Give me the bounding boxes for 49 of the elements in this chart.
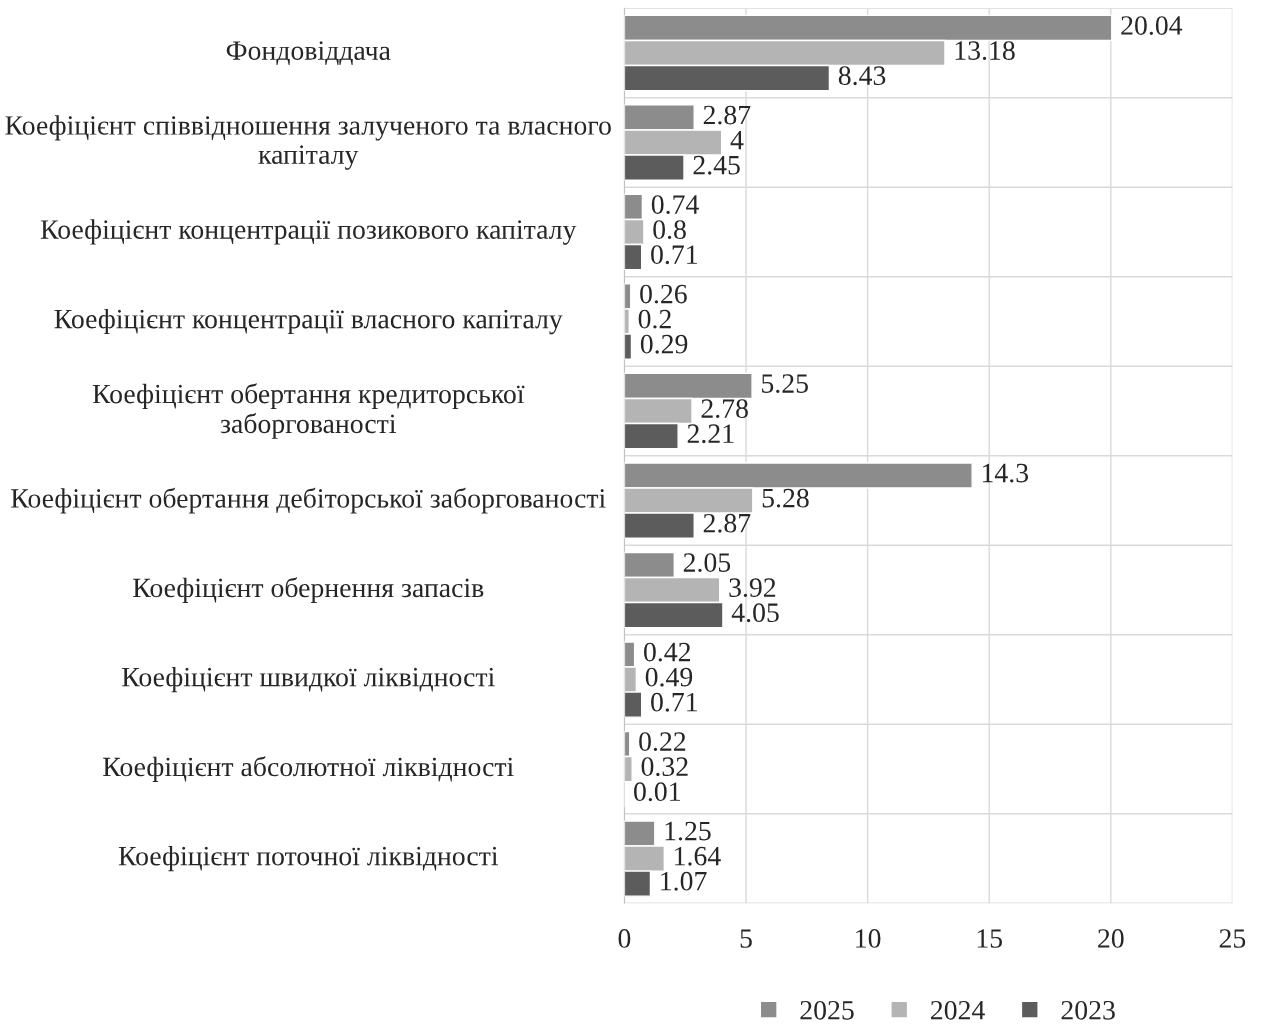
x-tick-label: 25 bbox=[1219, 929, 1246, 948]
legend-label: 2024 bbox=[931, 1000, 985, 1020]
data-label: 1.07 bbox=[661, 871, 707, 891]
data-label: 0.32 bbox=[641, 757, 688, 777]
data-label: 0.22 bbox=[639, 732, 686, 752]
data-label: 1.64 bbox=[675, 846, 721, 866]
x-tick-label: 5 bbox=[740, 929, 752, 948]
data-label: 13.18 bbox=[955, 41, 1015, 61]
legend-label: 2025 bbox=[800, 1000, 854, 1020]
data-label: 0.42 bbox=[644, 642, 691, 662]
data-label: 0.71 bbox=[651, 245, 697, 265]
data-label: 0.74 bbox=[651, 195, 699, 215]
data-label: 8.43 bbox=[838, 66, 886, 86]
data-label: 2.05 bbox=[683, 553, 731, 573]
y-tick-label: Коефіцієнт обернення запасів bbox=[133, 577, 484, 603]
data-label: 2.21 bbox=[687, 424, 734, 444]
data-label: 0.26 bbox=[640, 284, 687, 304]
data-label: 0.71 bbox=[651, 692, 697, 712]
data-label: 0.2 bbox=[638, 309, 671, 329]
x-tick-label: 20 bbox=[1098, 929, 1124, 948]
data-label: 20.04 bbox=[1121, 16, 1183, 36]
y-tick-label: Коефіцієнт обертання кредиторської заборгованості bbox=[92, 383, 525, 439]
x-tick-label: 10 bbox=[856, 929, 881, 948]
data-label: 4 bbox=[730, 130, 744, 150]
data-label: 14.3 bbox=[982, 463, 1029, 483]
y-tick-label: Коефіцієнт співвідношення залученого та власного капіталу bbox=[5, 115, 611, 170]
data-label: 2.87 bbox=[703, 105, 751, 125]
data-label: 5.25 bbox=[762, 374, 808, 394]
data-label: 1.25 bbox=[665, 821, 711, 841]
data-label: 3.92 bbox=[729, 578, 776, 598]
data-label: 0.29 bbox=[640, 334, 688, 354]
y-tick-label: Фондовіддача bbox=[226, 41, 391, 66]
data-label: 2.87 bbox=[703, 513, 751, 533]
data-label: 0.49 bbox=[645, 667, 693, 687]
legend-label: 2023 bbox=[1061, 1000, 1115, 1020]
data-label: 0.01 bbox=[634, 782, 680, 802]
y-tick-label: Коефіцієнт поточної ліквідності bbox=[118, 845, 499, 872]
data-label: 4.05 bbox=[731, 603, 779, 623]
x-tick-label: 0 bbox=[618, 929, 631, 948]
y-tick-label: Коефіцієнт абсолютної ліквідності bbox=[103, 756, 514, 782]
y-tick-label: Коефіцієнт концентрації власного капіталу bbox=[54, 308, 563, 335]
data-label: 2.45 bbox=[693, 155, 740, 175]
y-tick-label: Коефіцієнт швидкої ліквідності bbox=[122, 666, 495, 693]
y-tick-label: Коефіцієнт обертання дебіторської заборгованості bbox=[11, 487, 606, 514]
data-label: 2.78 bbox=[701, 399, 748, 419]
y-tick-label: Коефіцієнт концентрації позикового капіталу bbox=[40, 219, 577, 245]
data-label: 0.8 bbox=[653, 220, 686, 240]
data-label: 5.28 bbox=[762, 488, 809, 508]
x-tick-label: 15 bbox=[977, 929, 1003, 948]
